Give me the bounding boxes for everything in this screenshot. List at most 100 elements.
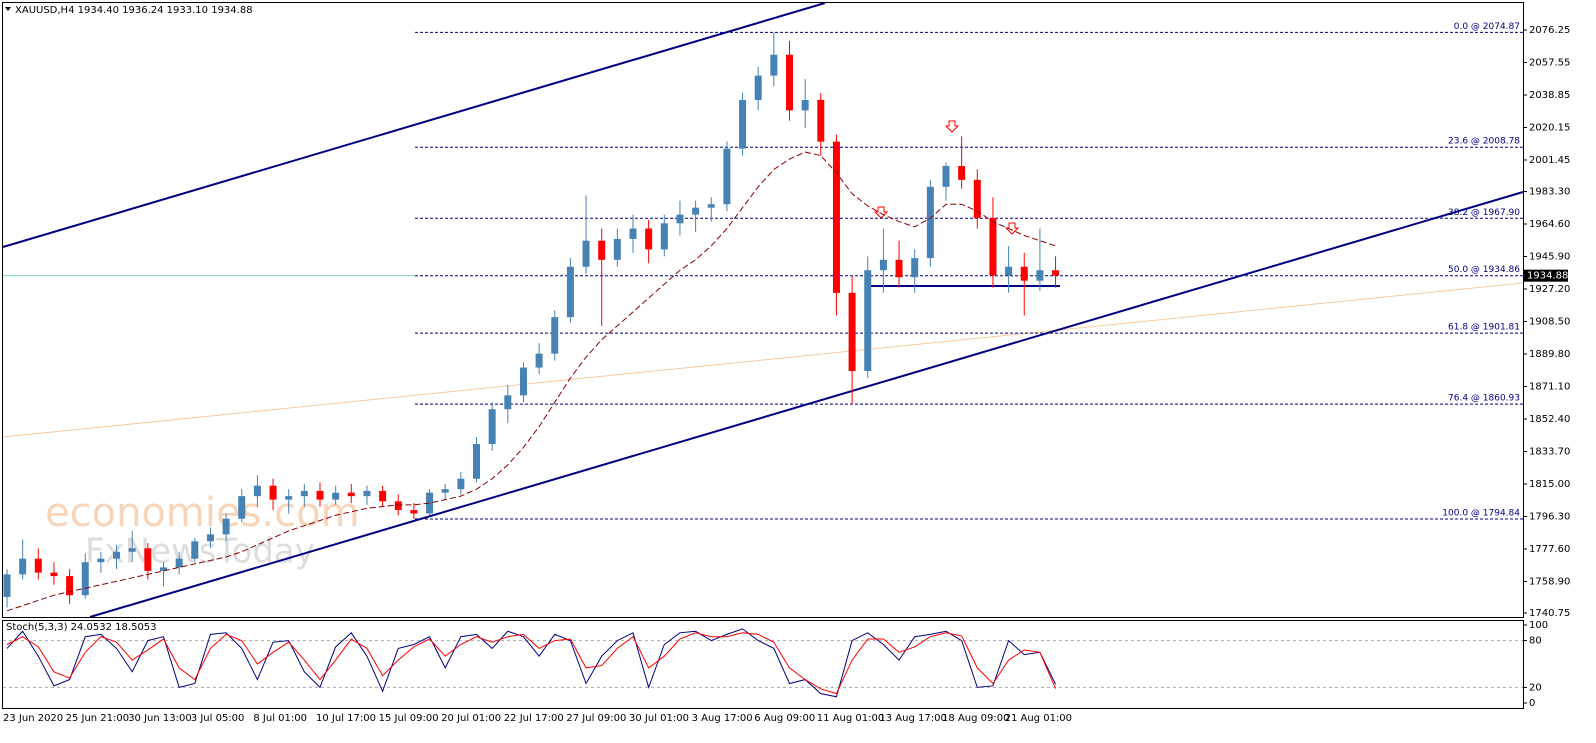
y-tick-label: 1908.50 <box>1529 317 1570 328</box>
candle-body <box>754 75 762 100</box>
candle-body <box>34 558 42 573</box>
candle-body <box>801 99 809 111</box>
candle-body <box>316 490 324 500</box>
candle-body <box>895 259 903 278</box>
candle-body <box>332 492 340 500</box>
y-tick-label: 1740.75 <box>1529 608 1570 619</box>
candle-body <box>347 492 355 497</box>
watermark: FxNewsToday <box>85 532 315 572</box>
candle-body <box>613 238 621 260</box>
candle-body <box>973 179 981 219</box>
y-tick-label: 1927.20 <box>1529 284 1570 295</box>
candle-body <box>410 510 418 514</box>
x-tick-label: 8 Jul 01:00 <box>253 713 307 724</box>
fib-label: 50.0 @ 1934.86 <box>1448 265 1520 275</box>
x-tick-label: 11 Aug 01:00 <box>817 713 884 724</box>
x-tick-label: 13 Aug 17:00 <box>879 713 946 724</box>
y-tick-label: 1945.90 <box>1529 252 1570 263</box>
watermark: economies.com <box>45 490 360 536</box>
candle-body <box>379 490 387 502</box>
candle-body <box>191 541 199 559</box>
candle-body <box>739 99 747 149</box>
fib-label: 61.8 @ 1901.81 <box>1448 323 1520 333</box>
candle-body <box>457 478 465 490</box>
x-tick-label: 25 Jun 21:00 <box>66 713 130 724</box>
candle-body <box>473 444 480 479</box>
candle-body <box>222 518 230 535</box>
candle-body <box>160 567 167 571</box>
candle-body <box>50 572 58 577</box>
y-tick-label: 1796.30 <box>1529 511 1570 522</box>
arrow-marker <box>944 120 960 133</box>
price-box-label: 1934.88 <box>1527 271 1568 282</box>
x-tick-label: 20 Jul 01:00 <box>441 713 501 724</box>
candle-body <box>19 558 27 575</box>
candle-body <box>394 501 402 511</box>
y-tick-label: 2057.55 <box>1529 57 1570 68</box>
y-tick-label: 2076.25 <box>1529 25 1570 36</box>
fib-label: 76.4 @ 1860.93 <box>1448 394 1520 404</box>
candle-body <box>175 558 183 568</box>
x-tick-label: 3 Aug 17:00 <box>692 713 753 724</box>
candle-body <box>707 204 715 208</box>
y-tick-label: 2020.15 <box>1529 122 1570 133</box>
candle-body <box>676 214 684 224</box>
candle-body <box>488 409 496 445</box>
indicator-title: Stoch(5,3,3) 24.0532 18.5053 <box>6 622 157 633</box>
main-panel-frame <box>2 2 1524 618</box>
candle-body <box>113 551 121 559</box>
candle-body <box>426 492 434 514</box>
y-tick-label: 1777.60 <box>1529 544 1570 555</box>
fib-label: 38.2 @ 1967.90 <box>1448 208 1520 218</box>
candle-body <box>848 292 856 372</box>
y-tick-label: 2001.45 <box>1529 155 1570 166</box>
candle-body <box>441 489 449 493</box>
candle-body <box>942 165 950 187</box>
candle-body <box>206 534 214 542</box>
y-tick-label: 80 <box>1529 636 1542 647</box>
candle-body <box>504 395 512 410</box>
candle-body <box>97 558 105 563</box>
candle-body <box>144 548 152 571</box>
chart-title: XAUUSD,H4 1934.40 1936.24 1933.10 1934.8… <box>15 5 253 16</box>
price-box <box>1524 269 1568 282</box>
candle-body <box>817 99 825 142</box>
candle-body <box>551 317 559 354</box>
trend-line <box>2 282 1524 438</box>
candle-body <box>989 218 997 276</box>
channel-line <box>2 2 826 248</box>
candle-body <box>832 141 840 293</box>
y-tick-label: 1758.90 <box>1529 576 1570 587</box>
candle-body <box>3 574 11 597</box>
x-tick-label: 3 Jul 05:00 <box>191 713 245 724</box>
candle-body <box>723 148 731 205</box>
x-tick-label: 10 Jul 17:00 <box>316 713 376 724</box>
candle-body <box>879 259 887 271</box>
y-tick-label: 20 <box>1529 682 1542 693</box>
fib-label: 0.0 @ 2074.87 <box>1454 22 1520 32</box>
candle-body <box>238 496 246 519</box>
candle-body <box>566 266 574 318</box>
candle-body <box>911 258 919 278</box>
candle-body <box>629 228 637 239</box>
candle-body <box>645 228 653 250</box>
y-tick-label: 1871.10 <box>1529 381 1570 392</box>
candle-body <box>660 223 668 250</box>
candle-body <box>1036 270 1044 281</box>
moving-average <box>6 151 1056 612</box>
candle-body <box>66 576 74 596</box>
candle-body <box>519 367 527 396</box>
x-tick-label: 22 Jul 17:00 <box>504 713 564 724</box>
candle-body <box>363 490 371 497</box>
y-tick-label: 1964.60 <box>1529 219 1570 230</box>
candle-body <box>582 240 590 267</box>
candle-body <box>926 186 934 259</box>
candle-body <box>864 270 872 372</box>
candle-body <box>535 353 543 368</box>
y-tick-label: 1852.40 <box>1529 414 1570 425</box>
candle-body <box>1052 270 1060 276</box>
y-tick-label: 1833.70 <box>1529 446 1570 457</box>
stoch-line <box>6 632 1057 695</box>
x-tick-label: 15 Jul 09:00 <box>379 713 439 724</box>
